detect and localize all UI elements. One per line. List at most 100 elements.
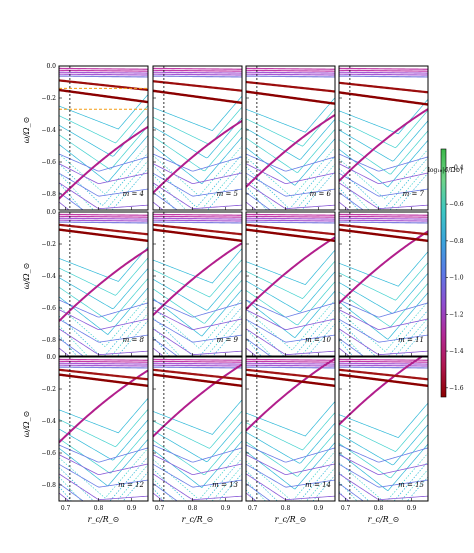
x-axis-label: r_c/R_⊙ (275, 515, 307, 524)
series-purple (59, 182, 148, 210)
series-thick-magenta (153, 120, 242, 194)
y-axis-label-row-1: ω/Ω_⊙ (22, 117, 31, 144)
plot-area (59, 358, 148, 501)
colorbar-bar (440, 148, 447, 398)
series-surface-band (339, 67, 428, 70)
series-purple (246, 309, 335, 331)
series-cyan (153, 289, 242, 337)
panel-grid: 0.0 −0.2 −0.4 −0.6 −0.8 m = 4 m = 5 m = 6 m = 7 0… (41, 63, 429, 524)
series-dark-red-upper (339, 81, 428, 94)
series-thick-magenta (59, 125, 148, 200)
series-surface-band (339, 366, 428, 369)
series-purple (339, 172, 428, 197)
series-surface-band (246, 221, 335, 224)
colorbar-tick-label: −0.6 (449, 201, 464, 208)
series-surface-band (153, 213, 242, 216)
panel-frame (152, 65, 243, 211)
series-cyan (339, 434, 428, 479)
panel-label: m = 10 (305, 336, 331, 344)
series-cyan (59, 278, 148, 322)
series-surface-band (59, 221, 148, 224)
x-tick-label: 0.8 (94, 505, 104, 512)
series-surface-band (246, 217, 335, 220)
panel-m-4: 0.0 −0.2 −0.4 −0.6 −0.8 m = 4 (41, 63, 149, 211)
x-tick-label: 0.9 (127, 505, 137, 512)
panel-m-5: m = 5 (152, 65, 243, 211)
series-surface-band (246, 219, 335, 222)
panel-m-10: m = 10 (245, 211, 336, 357)
series-thick-magenta (153, 242, 242, 316)
panel-frame (338, 65, 429, 211)
series-surface-band (339, 213, 428, 216)
series-cyan (59, 464, 148, 501)
series-surface-band (246, 75, 335, 78)
series-purple (246, 473, 335, 501)
series-cyan (153, 269, 242, 311)
series-cyan (246, 118, 335, 160)
series-purple (339, 163, 428, 185)
series-purple (339, 463, 428, 488)
series-surface-band (59, 362, 148, 365)
series-cyan (153, 465, 242, 501)
series-purple (59, 163, 148, 185)
x-tick-label: 0.8 (281, 505, 291, 512)
y-tick-label: −0.4 (41, 273, 56, 280)
series-purple (246, 299, 335, 318)
series-cyan (153, 127, 242, 172)
series-cyan (339, 272, 428, 314)
panel-frame (338, 211, 429, 357)
series-cyan (339, 251, 428, 287)
series-cyan (246, 467, 335, 501)
series-cyan (339, 140, 428, 188)
plot-area (59, 213, 148, 356)
series-surface-band (339, 69, 428, 72)
series-cyan (59, 246, 148, 282)
series-surface-band (153, 362, 242, 365)
series-cyan (153, 95, 242, 132)
series-cyan (153, 421, 242, 463)
series-purple (339, 454, 428, 476)
series-cyan (339, 317, 428, 356)
series-purple (59, 153, 148, 172)
series-dark-red-upper (153, 223, 242, 236)
series-purple (339, 338, 364, 356)
series-dark-red-upper (153, 368, 242, 381)
series-cyan (153, 431, 242, 475)
series-surface-band (59, 69, 148, 72)
x-tick-label: 0.8 (188, 505, 198, 512)
series-purple (339, 444, 428, 463)
x-tick-label: 0.8 (374, 505, 384, 512)
panel-label: m = 9 (217, 336, 239, 344)
series-purple (246, 172, 335, 197)
series-dark-red-upper (59, 223, 148, 236)
y-tick-label: −0.6 (41, 305, 56, 312)
y-axis-label-row-2: ω/Ω_⊙ (22, 263, 31, 290)
series-purple (153, 299, 242, 318)
series-surface-band (246, 360, 335, 363)
panel-label: m = 15 (398, 481, 424, 489)
series-surface-band (339, 362, 428, 365)
series-surface-band (246, 364, 335, 367)
series-cyan (339, 413, 428, 452)
series-cyan (59, 409, 148, 448)
plot-area (339, 67, 428, 210)
series-cyan (246, 260, 335, 299)
y-tick-label: −0.6 (41, 159, 56, 166)
series-surface-band (246, 71, 335, 74)
series-surface-band (153, 221, 242, 224)
series-dark-red-upper (59, 79, 148, 91)
y-tick-label: −0.2 (41, 95, 56, 102)
series-cyan (339, 120, 428, 162)
series-surface-band (153, 75, 242, 78)
series-dark-red-lower (59, 373, 148, 388)
series-cyan (246, 316, 335, 356)
series-purple (246, 153, 335, 172)
series-cyan (59, 135, 148, 183)
colorbar-tick-label: −1.0 (449, 275, 464, 282)
series-purple (153, 172, 242, 197)
series-purple (153, 338, 178, 356)
colorbar-tick-label: −1.4 (449, 348, 464, 355)
series-cyan (153, 410, 242, 449)
series-surface-band (153, 219, 242, 222)
